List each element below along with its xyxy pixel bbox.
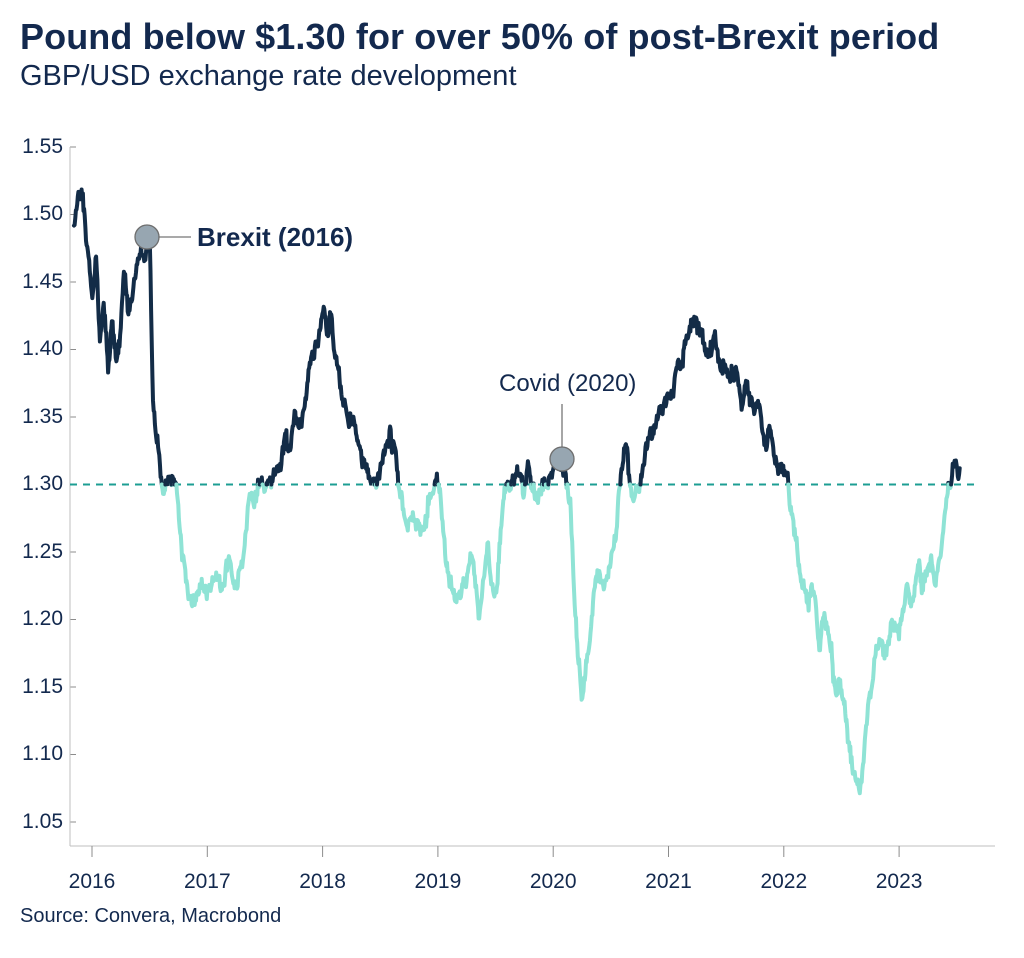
svg-text:1.55: 1.55 — [22, 135, 63, 158]
svg-text:2020: 2020 — [530, 870, 577, 893]
svg-text:2016: 2016 — [69, 870, 116, 893]
svg-text:Brexit (2016): Brexit (2016) — [197, 222, 353, 252]
svg-text:1.35: 1.35 — [22, 405, 63, 428]
svg-text:2022: 2022 — [760, 870, 807, 893]
svg-text:2021: 2021 — [645, 870, 692, 893]
svg-text:1.45: 1.45 — [22, 270, 63, 293]
svg-text:1.10: 1.10 — [22, 742, 63, 765]
svg-text:2023: 2023 — [876, 870, 923, 893]
svg-text:1.50: 1.50 — [22, 202, 63, 225]
svg-text:1.05: 1.05 — [22, 810, 63, 833]
svg-text:1.30: 1.30 — [22, 472, 63, 495]
svg-text:Covid (2020): Covid (2020) — [499, 370, 636, 397]
svg-text:2017: 2017 — [184, 870, 231, 893]
svg-text:2018: 2018 — [299, 870, 346, 893]
svg-text:1.15: 1.15 — [22, 675, 63, 698]
svg-text:1.20: 1.20 — [22, 607, 63, 630]
svg-text:1.25: 1.25 — [22, 540, 63, 563]
svg-text:2019: 2019 — [415, 870, 462, 893]
svg-text:1.40: 1.40 — [22, 337, 63, 360]
